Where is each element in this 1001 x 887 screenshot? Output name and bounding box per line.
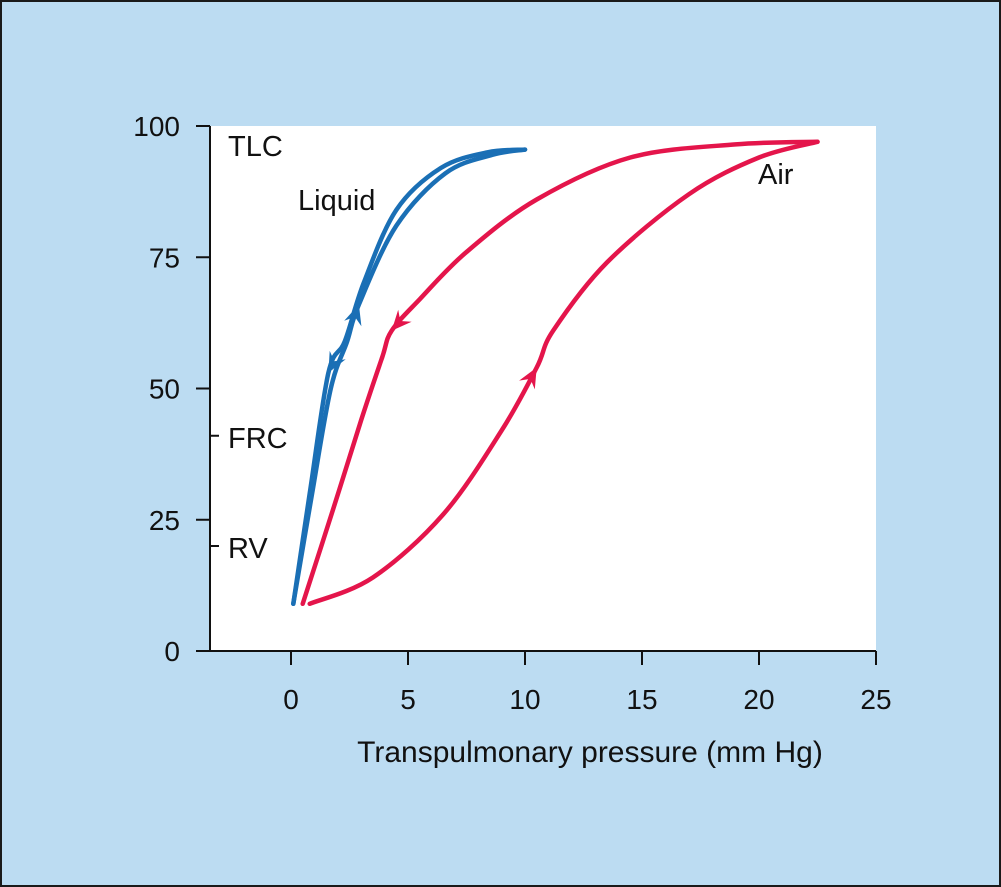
axes: 0 25 50 75 100 0 5 10 15 20 25 Transpulmonary press… xyxy=(133,111,891,769)
series-layer xyxy=(291,139,820,607)
liquid-inflation-arrow xyxy=(344,304,362,327)
liquid-series-label: Liquid xyxy=(298,185,375,217)
x-tick-label-1: 5 xyxy=(400,684,416,715)
x-tick-label-2: 10 xyxy=(509,684,540,715)
rv-label: RV xyxy=(228,533,268,565)
y-tick-label-2: 50 xyxy=(149,374,180,405)
y-tick-label-1: 25 xyxy=(149,505,180,536)
frc-label: FRC xyxy=(228,423,288,455)
air-inflation-curve xyxy=(307,139,820,607)
plot-area xyxy=(210,126,876,651)
x-tick-label-3: 15 xyxy=(626,684,657,715)
tlc-label: TLC xyxy=(228,131,283,163)
air-deflation-arrow xyxy=(391,309,412,331)
liquid-deflation-curve xyxy=(291,147,528,607)
labels-layer: TLC FRC RV Liquid Air xyxy=(210,131,794,565)
air-inflation-arrow xyxy=(519,367,537,390)
air-deflation-curve xyxy=(300,139,820,607)
y-tick-label-4: 100 xyxy=(133,111,180,142)
x-tick-label-4: 20 xyxy=(743,684,774,715)
x-tick-label-0: 0 xyxy=(283,684,299,715)
y-tick-label-3: 75 xyxy=(149,242,180,273)
air-series-label: Air xyxy=(758,159,794,191)
y-tick-label-0: 0 xyxy=(164,636,180,667)
x-axis-title: Transpulmonary pressure (mm Hg) xyxy=(357,736,823,769)
x-tick-label-5: 25 xyxy=(860,684,891,715)
